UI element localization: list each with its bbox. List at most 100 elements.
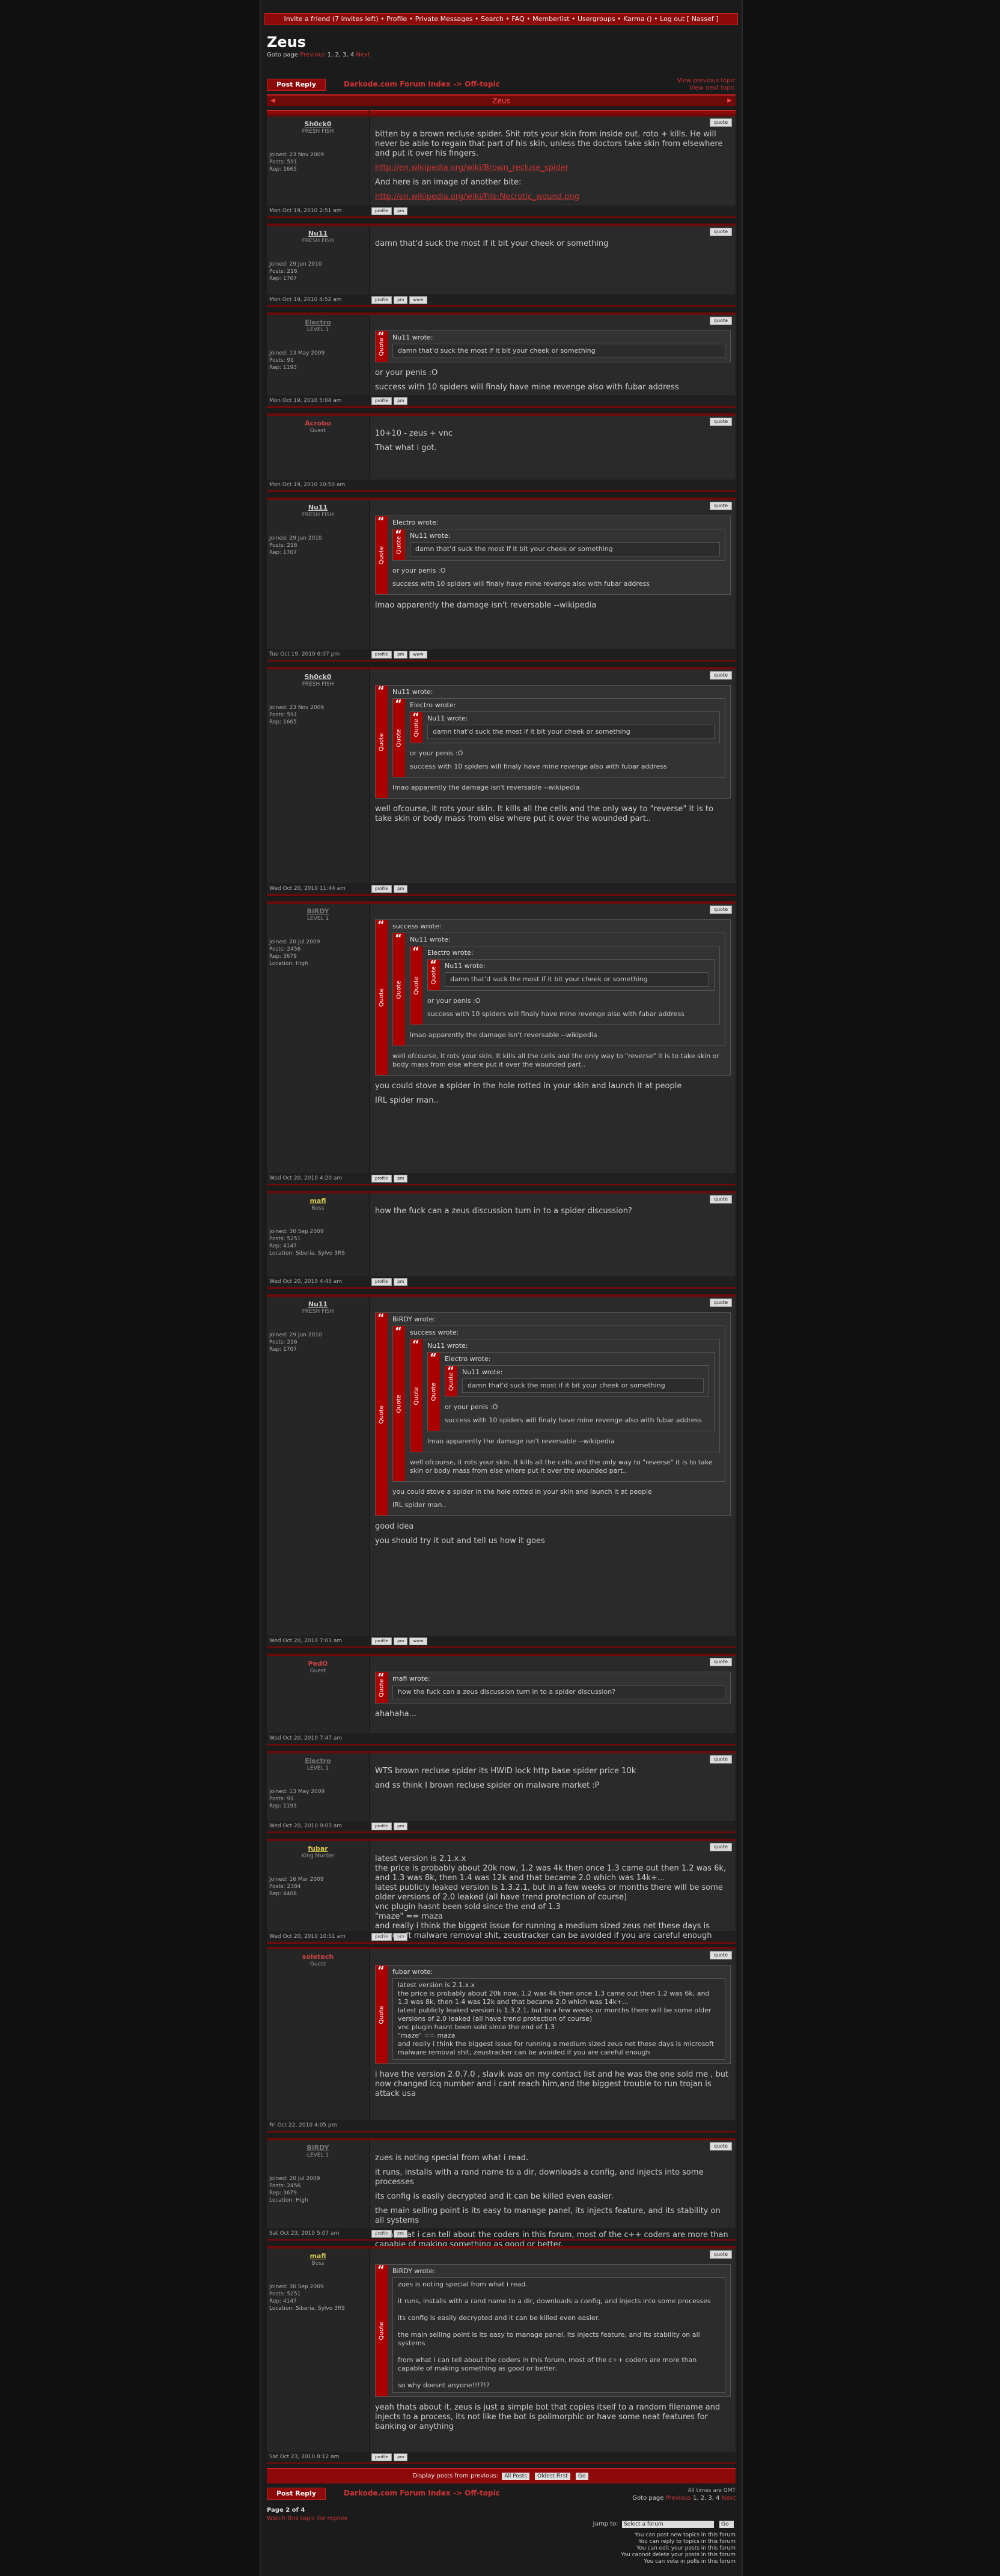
- pm-button[interactable]: pm: [394, 1822, 408, 1830]
- author-name[interactable]: PedO: [308, 1660, 328, 1667]
- pm-button[interactable]: pm: [394, 2453, 408, 2461]
- profile-button[interactable]: profile: [371, 397, 392, 405]
- author-name[interactable]: Sh0ck0: [304, 673, 332, 681]
- profile-button[interactable]: profile: [371, 1637, 392, 1645]
- quote-block: “Quote Nu11 wrote: “Quote Electro wrote: “Qu…: [410, 1339, 720, 1452]
- profile-button[interactable]: profile: [371, 651, 392, 659]
- author-name[interactable]: BiRDY: [306, 907, 329, 915]
- next-link-bottom[interactable]: Next: [721, 2495, 736, 2501]
- author-name[interactable]: Electro: [305, 318, 331, 326]
- author-panel: Electro LEVEL 1 Joined: 13 May 2009 Posts: …: [267, 1753, 370, 1821]
- quote-button[interactable]: quote: [709, 1755, 732, 1764]
- watch-topic-link[interactable]: Watch this topic for replies: [267, 2515, 347, 2522]
- quote-button[interactable]: quote: [709, 1195, 732, 1204]
- author-stat: Rep: 4408: [269, 1891, 297, 1897]
- author-name[interactable]: Nu11: [308, 1300, 328, 1308]
- sort-order-select[interactable]: Oldest First: [535, 2473, 570, 2480]
- forum-select[interactable]: Select a forum: [621, 2521, 714, 2528]
- quote-body-text: success with 10 spiders will finaly have…: [445, 1416, 702, 1424]
- author-panel: Nu11 FRESH FISH Joined: 29 Jun 2010 Posts: …: [267, 226, 370, 294]
- quote-button[interactable]: quote: [709, 502, 732, 510]
- author-name[interactable]: Sh0ck0: [304, 120, 332, 128]
- pm-button[interactable]: pm: [394, 1175, 408, 1183]
- profile-button[interactable]: profile: [371, 2453, 392, 2461]
- author-name[interactable]: Nu11: [308, 230, 328, 237]
- author-name[interactable]: BiRDY: [306, 2144, 329, 2152]
- post-link[interactable]: http://en.wikipedia.org/wiki/File:Necrot…: [375, 192, 579, 201]
- quote-button[interactable]: quote: [709, 2250, 732, 2259]
- www-button[interactable]: www: [409, 651, 427, 659]
- view-next-link[interactable]: View next topic: [689, 85, 736, 91]
- view-topic-links: View previous topic View next topic: [677, 78, 736, 92]
- prev-link-bottom[interactable]: Previous: [665, 2495, 691, 2501]
- forum-post: PedO Guest quote “Quote mafi wrote: how the f…: [267, 1654, 736, 1746]
- author-name[interactable]: Acrobo: [305, 419, 331, 427]
- post-link[interactable]: http://en.wikipedia.org/wiki/Brown_reclu…: [375, 163, 569, 172]
- view-previous-link[interactable]: View previous topic: [677, 78, 736, 84]
- top-nav[interactable]: Invite a friend (7 invites left) • Profi…: [264, 13, 738, 25]
- profile-button[interactable]: profile: [371, 885, 392, 893]
- post-subject-line: [375, 2143, 731, 2154]
- arrow-left-icon[interactable]: ◀: [270, 97, 275, 104]
- page-links[interactable]: 1, 2, 3, 4: [327, 52, 355, 58]
- quote-block: “Quote Nu11 wrote: damn that'd suck the mo…: [445, 1365, 709, 1397]
- profile-button[interactable]: profile: [371, 2230, 392, 2238]
- quote-mark-icon: “: [377, 330, 385, 343]
- pm-button[interactable]: pm: [394, 397, 408, 405]
- www-button[interactable]: www: [409, 1637, 427, 1645]
- post-reply-button[interactable]: Post Reply: [267, 79, 326, 91]
- pm-button[interactable]: pm: [394, 296, 408, 304]
- author-rank: Guest: [309, 1961, 326, 1967]
- profile-button[interactable]: profile: [371, 207, 392, 215]
- pm-button[interactable]: pm: [394, 1637, 408, 1645]
- breadcrumb-bottom[interactable]: Darkode.com Forum Index -> Off-topic: [344, 2489, 500, 2497]
- quote-author: Nu11: [410, 532, 428, 540]
- quote-button[interactable]: quote: [709, 1951, 732, 1959]
- profile-button[interactable]: profile: [371, 1933, 392, 1941]
- quote-button[interactable]: quote: [709, 317, 732, 325]
- author-name[interactable]: mafi: [309, 1197, 326, 1205]
- quote-button[interactable]: quote: [709, 418, 732, 426]
- quote-button[interactable]: quote: [709, 671, 732, 680]
- profile-button[interactable]: profile: [371, 296, 392, 304]
- profile-button[interactable]: profile: [371, 1278, 392, 1286]
- next-link[interactable]: Next: [356, 52, 370, 58]
- arrow-right-icon[interactable]: ▶: [727, 97, 732, 104]
- forum-permissions: You can post new topics in this forum Yo…: [621, 2532, 736, 2565]
- quote-button[interactable]: quote: [709, 1658, 732, 1666]
- page-links-bottom[interactable]: 1, 2, 3, 4: [692, 2495, 720, 2501]
- quote-button[interactable]: quote: [709, 118, 732, 127]
- quote-button[interactable]: quote: [709, 228, 732, 236]
- quote-button[interactable]: quote: [709, 1299, 732, 1307]
- quote-button[interactable]: quote: [709, 1843, 732, 1851]
- go-button[interactable]: Go: [576, 2473, 588, 2480]
- profile-button[interactable]: profile: [371, 1175, 392, 1183]
- forum-post: Electro LEVEL 1 Joined: 13 May 2009 Posts: …: [267, 1751, 736, 1833]
- quote-button[interactable]: quote: [709, 906, 732, 914]
- post-reply-button-bottom[interactable]: Post Reply: [267, 2488, 326, 2500]
- author-stat: Joined: 29 Jun 2010: [269, 535, 322, 541]
- pm-button[interactable]: pm: [394, 207, 408, 215]
- prev-link[interactable]: Previous: [300, 52, 326, 58]
- author-name[interactable]: soletech: [302, 1953, 334, 1961]
- pm-button[interactable]: pm: [394, 885, 408, 893]
- pm-button[interactable]: pm: [394, 2230, 408, 2238]
- www-button[interactable]: www: [409, 296, 427, 304]
- pm-button[interactable]: pm: [394, 1278, 408, 1286]
- jump-go-button[interactable]: Go: [719, 2521, 734, 2528]
- quote-button[interactable]: quote: [709, 2142, 732, 2151]
- author-name[interactable]: fubar: [308, 1845, 328, 1853]
- author-name[interactable]: Nu11: [308, 504, 328, 511]
- author-panel: Nu11 FRESH FISH Joined: 29 Jun 2010 Posts: …: [267, 1297, 370, 1636]
- author-name[interactable]: mafi: [309, 2252, 326, 2260]
- post-body: Nu11 FRESH FISH Joined: 29 Jun 2010 Posts: …: [267, 498, 736, 649]
- pm-button[interactable]: pm: [394, 1933, 408, 1941]
- post-date: Wed Oct 20, 2010 9:03 am: [269, 1823, 343, 1829]
- profile-button[interactable]: profile: [371, 1822, 392, 1830]
- pm-button[interactable]: pm: [394, 651, 408, 659]
- posts-filter-select[interactable]: All Posts: [502, 2473, 529, 2480]
- post-message: quote latest version is 2.1.x.x the price…: [370, 1841, 736, 1940]
- author-name[interactable]: Electro: [305, 1757, 331, 1765]
- breadcrumb[interactable]: Darkode.com Forum Index -> Off-topic: [344, 80, 500, 88]
- quote-content: Nu11 wrote: “Quote Electro wrote: “Quote Nu1…: [422, 1339, 719, 1452]
